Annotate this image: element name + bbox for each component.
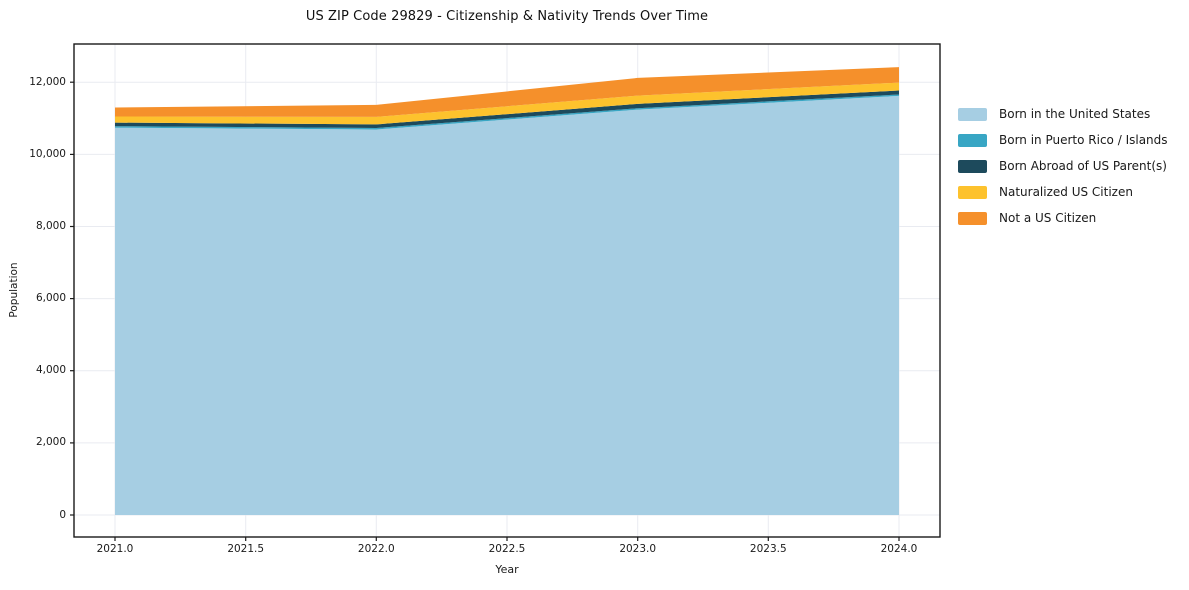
- legend-swatch-icon: [958, 211, 987, 225]
- legend-swatch-icon: [958, 133, 987, 147]
- y-tick-label: 4,000: [35, 364, 66, 377]
- legend-swatch-icon: [958, 159, 987, 173]
- legend-item: Not a US Citizen: [958, 205, 1186, 231]
- legend-item: Born in Puerto Rico / Islands: [958, 127, 1186, 153]
- legend-label: Born in the United States: [999, 107, 1151, 121]
- area-series-2: [115, 90, 899, 128]
- legend-label: Naturalized US Citizen: [999, 185, 1133, 199]
- x-tick-label: 2023.5: [749, 543, 787, 555]
- legend-label: Born in Puerto Rico / Islands: [999, 133, 1168, 147]
- y-tick-label: 2,000: [35, 436, 66, 449]
- chart-title: US ZIP Code 29829 - Citizenship & Nativi…: [305, 9, 709, 24]
- y-tick-label: 0: [59, 508, 66, 521]
- legend-label: Born Abroad of US Parent(s): [999, 159, 1167, 173]
- area-series-0: [115, 95, 899, 516]
- x-tick-label: 2022.5: [488, 543, 526, 555]
- y-tick-label: 6,000: [35, 292, 66, 305]
- legend-item: Born in the United States: [958, 101, 1186, 127]
- legend: Born in the United States Born in Puerto …: [958, 101, 1186, 231]
- y-tick-label: 12,000: [29, 75, 66, 88]
- y-tick-label: 8,000: [35, 220, 66, 232]
- x-tick-label: 2022.0: [357, 543, 395, 555]
- legend-item: Born Abroad of US Parent(s): [958, 153, 1186, 179]
- x-tick-label: 2021.0: [96, 543, 134, 555]
- legend-swatch-icon: [958, 185, 987, 199]
- legend-swatch-icon: [958, 107, 987, 121]
- x-tick-label: 2021.5: [227, 543, 265, 555]
- area-series-3: [115, 82, 899, 125]
- area-series-4: [115, 67, 899, 117]
- legend-item: Naturalized US Citizen: [958, 179, 1186, 205]
- legend-label: Not a US Citizen: [999, 211, 1097, 225]
- y-axis-label: Population: [8, 262, 20, 318]
- y-tick-label: 10,000: [29, 147, 66, 160]
- x-tick-label: 2023.0: [619, 543, 657, 555]
- x-tick-label: 2024.0: [880, 543, 918, 555]
- x-axis-label: Year: [495, 563, 519, 576]
